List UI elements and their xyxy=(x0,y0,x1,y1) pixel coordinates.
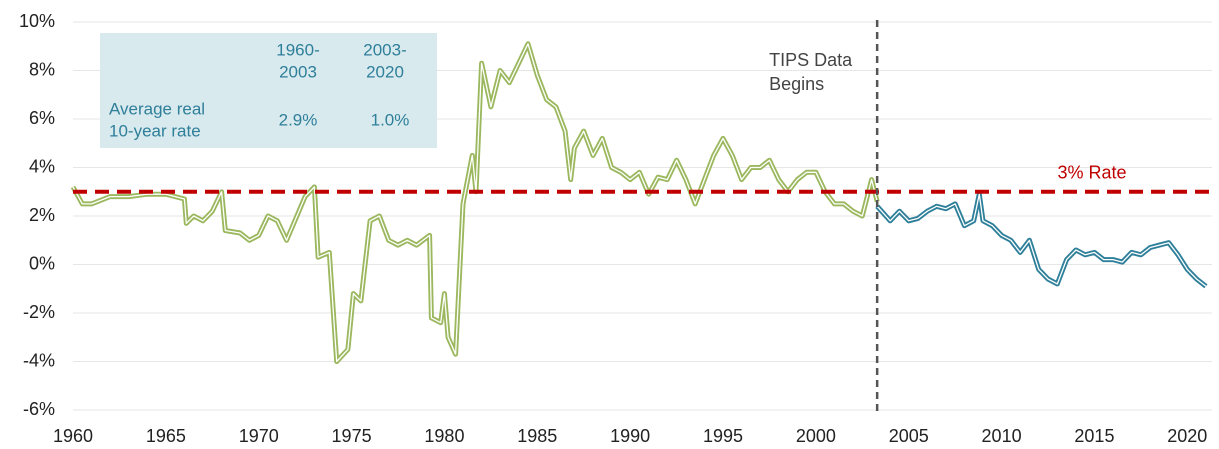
series-line-highlight xyxy=(876,193,1207,287)
y-tick-label: -2% xyxy=(23,302,55,322)
y-tick-label: 8% xyxy=(29,59,55,79)
y-tick-label: 10% xyxy=(19,11,55,31)
series-line-highlight xyxy=(72,43,878,363)
x-tick-label: 1970 xyxy=(239,426,279,446)
x-tick-label: 2010 xyxy=(982,426,1022,446)
x-tick-label: 1965 xyxy=(146,426,186,446)
table-value: 1.0% xyxy=(371,110,410,129)
y-tick-label: 4% xyxy=(29,156,55,176)
x-tick-label: 1985 xyxy=(517,426,557,446)
table-column-header: 2003 xyxy=(279,62,317,81)
table-row-label: Average real xyxy=(109,99,205,118)
x-tick-label: 1960 xyxy=(53,426,93,446)
reference-label: 3% Rate xyxy=(1057,163,1126,183)
table-value: 2.9% xyxy=(279,110,318,129)
y-tick-label: 6% xyxy=(29,108,55,128)
y-tick-label: 2% xyxy=(29,205,55,225)
y-tick-label: -6% xyxy=(23,399,55,419)
reference-label: TIPS Data xyxy=(769,50,853,70)
table-column-header: 1960- xyxy=(276,40,319,59)
x-tick-label: 1975 xyxy=(332,426,372,446)
x-tick-label: 1990 xyxy=(610,426,650,446)
table-column-header: 2020 xyxy=(366,62,404,81)
y-tick-label: -4% xyxy=(23,350,55,370)
x-tick-label: 2015 xyxy=(1074,426,1114,446)
reference-label: Begins xyxy=(769,74,824,94)
table-background xyxy=(100,33,437,148)
x-tick-label: 1980 xyxy=(424,426,464,446)
table-row-label: 10-year rate xyxy=(109,121,201,140)
table-column-header: 2003- xyxy=(363,40,406,59)
x-tick-label: 2020 xyxy=(1167,426,1207,446)
x-tick-label: 1995 xyxy=(703,426,743,446)
x-tick-label: 2000 xyxy=(796,426,836,446)
y-tick-label: 0% xyxy=(29,253,55,273)
x-tick-label: 2005 xyxy=(889,426,929,446)
